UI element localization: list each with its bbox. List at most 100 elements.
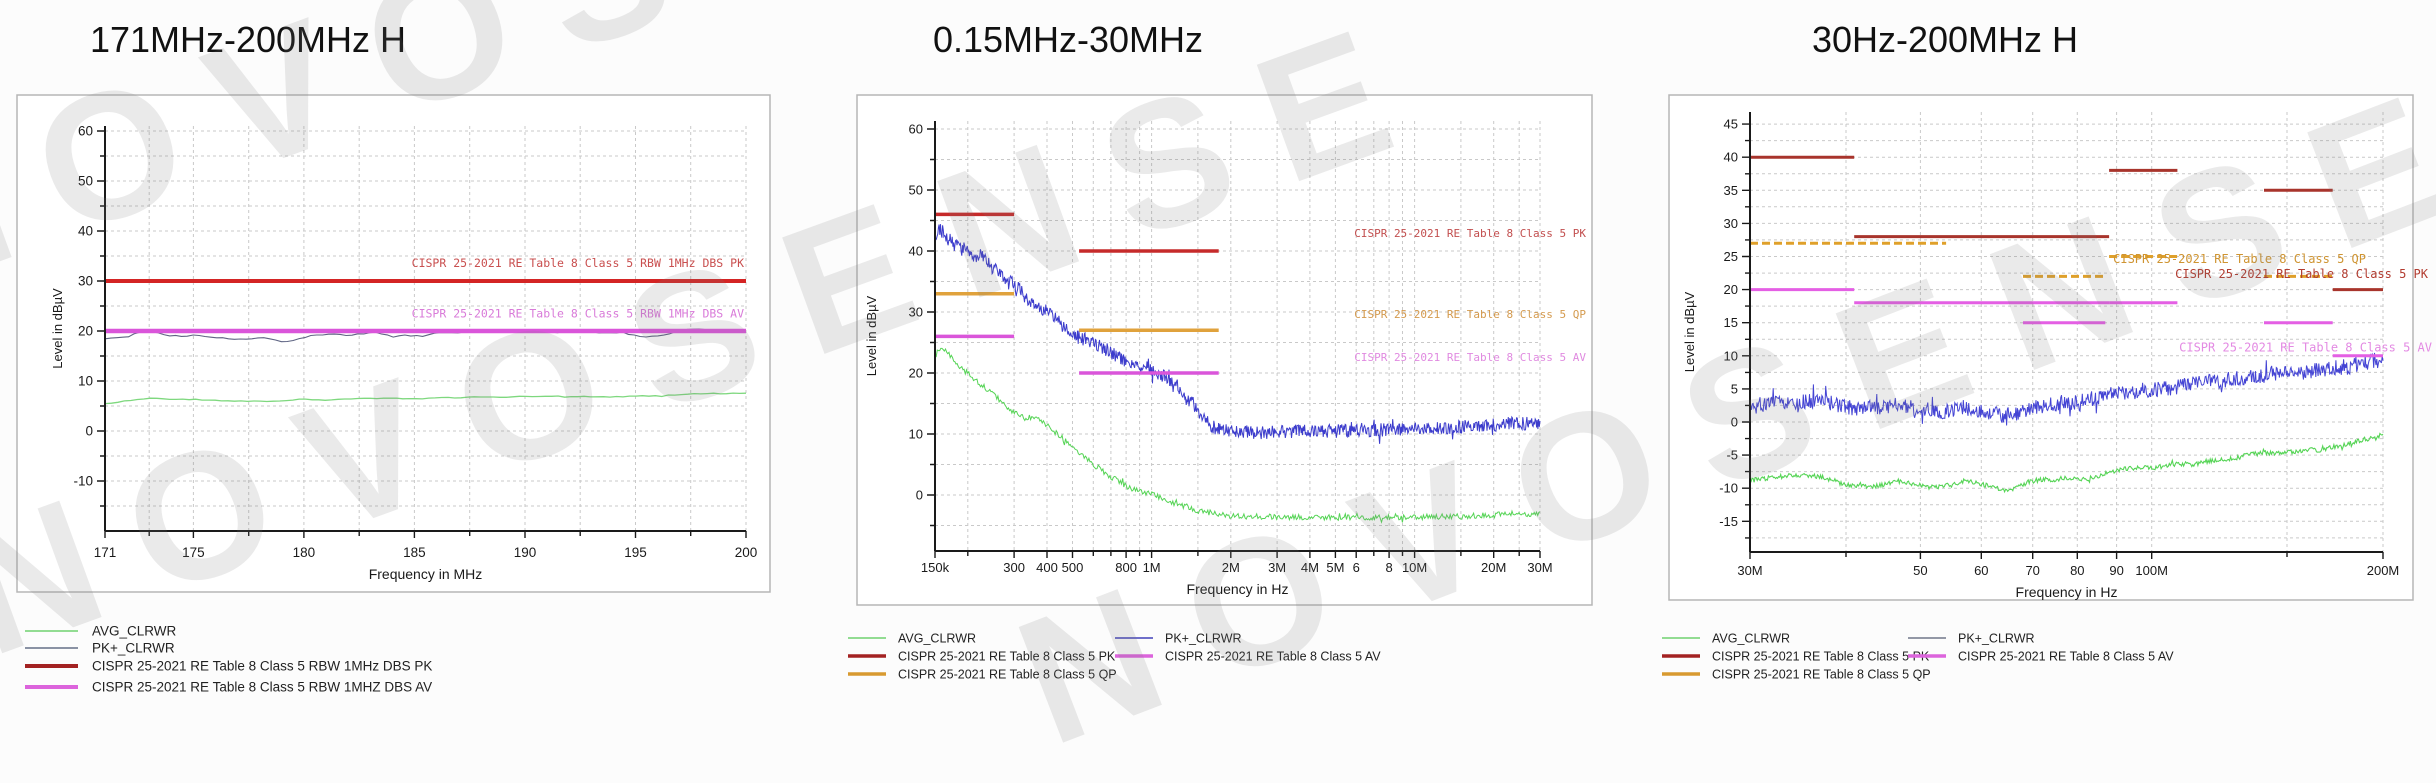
x-tick-label: 400 xyxy=(1036,560,1058,575)
y-tick-label: 20 xyxy=(1724,282,1738,297)
y-tick-label: 0 xyxy=(85,424,93,439)
trace-avg-clrwr xyxy=(934,347,1541,524)
tick-marks xyxy=(97,130,747,538)
gridlines xyxy=(934,121,1541,551)
y-tick-label: 30 xyxy=(1724,216,1738,231)
x-tick-label: 50 xyxy=(1913,563,1927,578)
legend-label: CISPR 25-2021 RE Table 8 Class 5 QP xyxy=(1712,668,1931,682)
x-tick-label: 10M xyxy=(1402,560,1427,575)
x-axis-title: Frequency in MHz xyxy=(369,566,483,582)
legend-label: CISPR 25-2021 RE Table 8 Class 5 AV xyxy=(1165,650,1381,664)
legend-label: PK+_CLRWR xyxy=(1958,632,2035,646)
chart-1: 60 50 40 30 20 10 0 -10 171 175 180 185 190 195 200 Lev… xyxy=(16,19,771,695)
tick-marks xyxy=(927,128,1541,558)
x-tick-label: 100M xyxy=(2135,563,2168,578)
trace-pk-clrwr xyxy=(104,328,747,343)
axes xyxy=(934,121,1540,552)
x-tick-label: 70 xyxy=(2025,563,2039,578)
x-tick-label: 150k xyxy=(921,560,950,575)
x-tick-label: 185 xyxy=(403,545,426,560)
chart-2: 60 50 40 30 20 10 0 150k 300 400 500 800 1M 2M 3M 4M 5M 6… xyxy=(848,19,1593,682)
limit-label: CISPR 25-2021 RE Table 8 Class 5 PK xyxy=(1354,227,1586,240)
trace-avg-clrwr xyxy=(104,392,747,405)
x-tick-label: 180 xyxy=(293,545,316,560)
x-tick-label: 6 xyxy=(1353,560,1360,575)
x-tick-label: 80 xyxy=(2070,563,2084,578)
x-axis-title: Frequency in Hz xyxy=(2016,584,2118,600)
y-tick-label: 30 xyxy=(78,274,93,289)
legend-label: AVG_CLRWR xyxy=(1712,632,1790,646)
axes xyxy=(104,126,746,532)
y-tick-label: 50 xyxy=(909,183,923,198)
y-tick-label: 45 xyxy=(1724,117,1738,132)
x-tick-label: 300 xyxy=(1003,560,1025,575)
y-tick-label: 25 xyxy=(1724,249,1738,264)
x-tick-label: 2M xyxy=(1222,560,1240,575)
y-tick-label: 10 xyxy=(909,427,923,442)
limit-label: CISPR 25-2021 RE Table 8 Class 5 PK xyxy=(2175,267,2429,281)
y-tick-label: 40 xyxy=(909,244,923,259)
legend-label: AVG_CLRWR xyxy=(898,632,976,646)
legend-label: PK+_CLRWR xyxy=(92,641,175,656)
y-tick-label: 10 xyxy=(1724,348,1738,363)
y-axis-title: Level in dBµV xyxy=(1682,291,1697,372)
x-tick-label: 20M xyxy=(1481,560,1506,575)
y-tick-label: 20 xyxy=(78,324,93,339)
limit-label: CISPR 25-2021 RE Table 8 Class 5 AV xyxy=(2179,341,2432,355)
x-tick-label: 200M xyxy=(2367,563,2400,578)
legend-label: CISPR 25-2021 RE Table 8 Class 5 AV xyxy=(1958,650,2174,664)
x-tick-label: 5M xyxy=(1326,560,1344,575)
x-tick-label: 195 xyxy=(624,545,647,560)
legend-label: CISPR 25-2021 RE Table 8 Class 5 RBW 1MH… xyxy=(92,659,432,674)
y-tick-label: 0 xyxy=(916,488,923,503)
y-tick-label: -10 xyxy=(73,474,93,489)
limit-label: CISPR 25-2021 RE Table 8 Class 5 RBW 1MH… xyxy=(412,256,744,270)
limit-label: CISPR 25-2021 RE Table 8 Class 5 AV xyxy=(1354,351,1586,364)
chart-title: 171MHz-200MHz H xyxy=(90,19,406,60)
x-tick-label: 3M xyxy=(1268,560,1286,575)
x-axis-title: Frequency in Hz xyxy=(1187,581,1289,597)
y-tick-label: 40 xyxy=(1724,150,1738,165)
legend-label: PK+_CLRWR xyxy=(1165,632,1242,646)
tick-marks xyxy=(1742,123,2384,559)
y-tick-label: -5 xyxy=(1726,448,1738,463)
legend-label: AVG_CLRWR xyxy=(92,624,177,639)
legend-label: CISPR 25-2021 RE Table 8 Class 5 PK xyxy=(1712,650,1930,664)
x-tick-label: 90 xyxy=(2109,563,2123,578)
chart-frame xyxy=(856,94,1593,606)
limit-label: CISPR 25-2021 RE Table 8 Class 5 QP xyxy=(1354,308,1586,321)
y-tick-label: 10 xyxy=(78,374,93,389)
x-tick-label: 30M xyxy=(1737,563,1762,578)
x-tick-label: 8 xyxy=(1385,560,1392,575)
limit-label: CISPR 25-2021 RE Table 8 Class 5 RBW 1MH… xyxy=(412,307,744,321)
x-tick-label: 30M xyxy=(1527,560,1552,575)
y-tick-label: 0 xyxy=(1731,415,1738,430)
y-tick-label: 15 xyxy=(1724,315,1738,330)
x-tick-label: 4M xyxy=(1301,560,1319,575)
trace-pk-clrwr xyxy=(1749,352,2384,426)
chart-frame xyxy=(1668,94,2414,601)
y-tick-label: 35 xyxy=(1724,183,1738,198)
y-axis-title: Level in dBµV xyxy=(864,295,879,376)
legend-label: CISPR 25-2021 RE Table 8 Class 5 QP xyxy=(898,668,1117,682)
axes xyxy=(1749,112,2383,553)
y-tick-label: -15 xyxy=(1719,514,1738,529)
limit-label: CISPR 25-2021 RE Table 8 Class 5 QP xyxy=(2113,252,2366,266)
x-tick-label: 800 xyxy=(1115,560,1137,575)
y-tick-label: 30 xyxy=(909,305,923,320)
x-tick-label: 60 xyxy=(1974,563,1988,578)
x-tick-label: 500 xyxy=(1062,560,1084,575)
trace-avg-clrwr xyxy=(1749,432,2384,494)
x-tick-label: 190 xyxy=(514,545,537,560)
trace-pk-clrwr xyxy=(934,224,1541,444)
chart-title: 30Hz-200MHz H xyxy=(1812,19,2078,60)
chart-title: 0.15MHz-30MHz xyxy=(933,19,1203,60)
y-axis-title: Level in dBµV xyxy=(50,288,65,369)
y-tick-label: 5 xyxy=(1731,381,1738,396)
y-tick-label: -10 xyxy=(1719,481,1738,496)
y-tick-label: 50 xyxy=(78,174,93,189)
x-tick-label: 175 xyxy=(182,545,205,560)
x-tick-label: 200 xyxy=(735,545,758,560)
y-tick-label: 20 xyxy=(909,366,923,381)
